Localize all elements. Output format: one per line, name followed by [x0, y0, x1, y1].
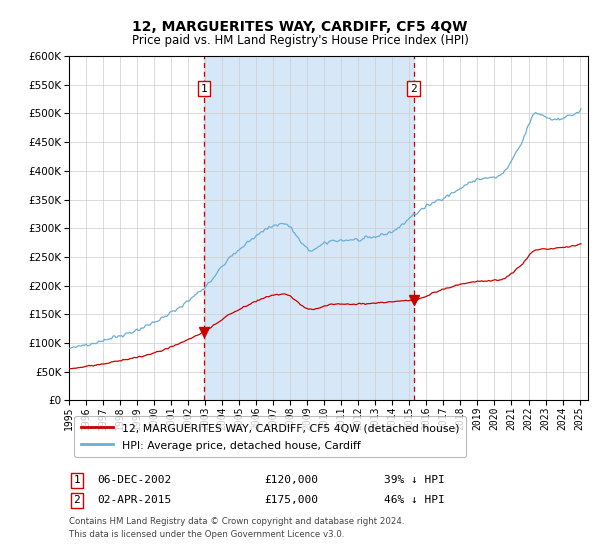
Text: 06-DEC-2002: 06-DEC-2002	[97, 475, 172, 486]
Text: 2: 2	[410, 83, 417, 94]
Text: 02-APR-2015: 02-APR-2015	[97, 495, 172, 505]
Text: 12, MARGUERITES WAY, CARDIFF, CF5 4QW: 12, MARGUERITES WAY, CARDIFF, CF5 4QW	[133, 20, 467, 34]
Text: 1: 1	[73, 475, 80, 486]
Text: 46% ↓ HPI: 46% ↓ HPI	[384, 495, 445, 505]
Legend: 12, MARGUERITES WAY, CARDIFF, CF5 4QW (detached house), HPI: Average price, deta: 12, MARGUERITES WAY, CARDIFF, CF5 4QW (d…	[74, 416, 466, 458]
Text: £120,000: £120,000	[264, 475, 318, 486]
Bar	[204, 56, 413, 400]
Text: 1: 1	[200, 83, 208, 94]
Text: £175,000: £175,000	[264, 495, 318, 505]
Text: 2: 2	[73, 495, 80, 505]
Text: This data is licensed under the Open Government Licence v3.0.: This data is licensed under the Open Gov…	[69, 530, 344, 539]
Text: Price paid vs. HM Land Registry's House Price Index (HPI): Price paid vs. HM Land Registry's House …	[131, 34, 469, 46]
Text: Contains HM Land Registry data © Crown copyright and database right 2024.: Contains HM Land Registry data © Crown c…	[69, 517, 404, 526]
Text: 39% ↓ HPI: 39% ↓ HPI	[384, 475, 445, 486]
